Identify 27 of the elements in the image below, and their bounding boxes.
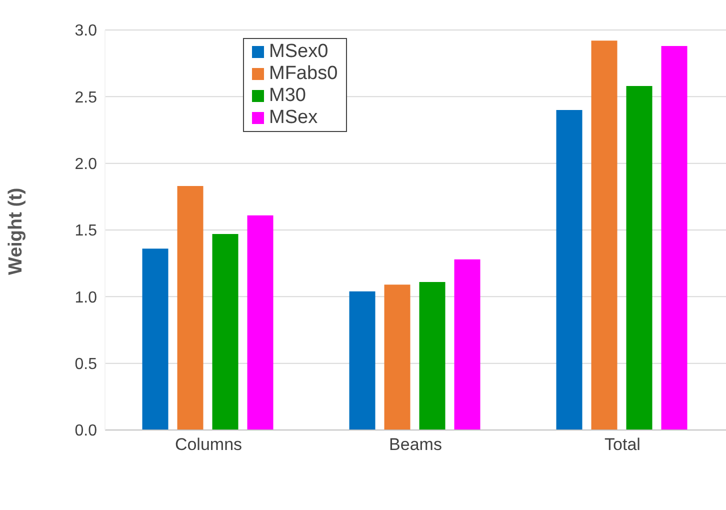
x-tick-label: Columns — [174, 435, 242, 454]
y-axis-title: Weight (t) — [6, 188, 27, 275]
y-tick-label: 1.0 — [74, 289, 98, 306]
bar — [661, 46, 688, 430]
x-tick-label: Beams — [389, 435, 442, 454]
bar — [349, 291, 376, 430]
bar — [591, 40, 618, 430]
y-tick-label: 1.5 — [74, 222, 98, 240]
bar — [419, 282, 446, 430]
bar — [247, 215, 274, 430]
x-tick-label: Total — [604, 435, 640, 454]
y-tick-label: 2.0 — [74, 156, 98, 174]
bar — [556, 110, 582, 430]
y-tick-label: 2.5 — [74, 89, 98, 106]
bar — [384, 284, 410, 430]
legend-label: M30 — [269, 85, 306, 107]
y-tick-label: 0.5 — [74, 356, 98, 374]
y-tick-label: 3.0 — [74, 22, 98, 40]
bar — [177, 186, 204, 430]
bar — [142, 248, 168, 430]
bar — [454, 259, 480, 430]
bar — [212, 234, 238, 430]
legend-label: MSex0 — [269, 41, 328, 63]
bar — [626, 86, 652, 430]
y-tick-label: 0.0 — [74, 422, 98, 440]
legend-label: MSex — [269, 107, 318, 129]
legend-label: MFabs0 — [269, 63, 338, 85]
